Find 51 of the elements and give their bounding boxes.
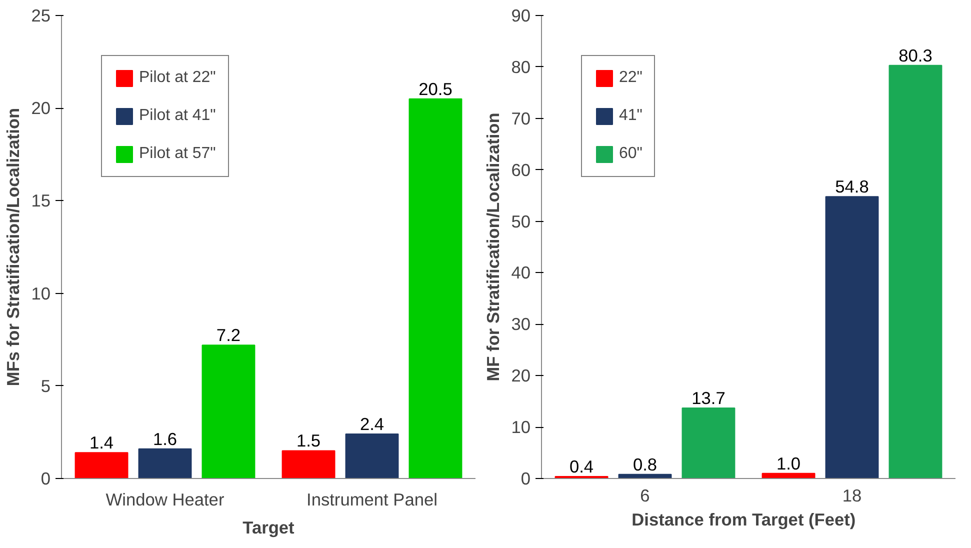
y-tick-label: 0 bbox=[40, 468, 51, 488]
data-label: 1.6 bbox=[152, 428, 178, 449]
x-tick-label: 6 bbox=[640, 486, 650, 506]
x-tick-label: Instrument Panel bbox=[306, 490, 438, 510]
legend-label: 41" bbox=[619, 107, 642, 125]
bar bbox=[74, 452, 128, 478]
legend-label: 60" bbox=[619, 145, 642, 163]
y-tick-label: 10 bbox=[31, 283, 51, 304]
legend-label: Pilot at 22" bbox=[139, 69, 216, 87]
data-label: 2.4 bbox=[360, 414, 384, 434]
y-axis-title: MFs for Stratification/Localization bbox=[3, 108, 24, 386]
y-tick-label: 90 bbox=[511, 6, 531, 26]
y-tick-label: 10 bbox=[511, 417, 531, 438]
x-tick-label: Window Heater bbox=[106, 490, 224, 510]
bar bbox=[888, 64, 942, 478]
bar bbox=[408, 98, 462, 478]
data-label: 20.5 bbox=[418, 78, 452, 99]
bar bbox=[282, 450, 336, 478]
data-label: 1.0 bbox=[776, 453, 801, 474]
y-tick-label: 25 bbox=[31, 6, 51, 26]
x-tick-label: 18 bbox=[842, 486, 862, 506]
data-label: 13.7 bbox=[692, 388, 726, 408]
legend-label: Pilot at 57" bbox=[139, 145, 216, 163]
bar bbox=[202, 344, 256, 478]
y-tick-label: 40 bbox=[511, 262, 531, 283]
x-axis-title: Distance from Target (Feet) bbox=[632, 510, 856, 530]
bar bbox=[345, 434, 399, 478]
bar bbox=[138, 448, 192, 478]
y-tick-label: 15 bbox=[31, 190, 51, 211]
data-label: 0.4 bbox=[569, 456, 594, 476]
bar bbox=[682, 408, 736, 478]
y-tick-label: 20 bbox=[31, 98, 51, 118]
y-tick-label: 60 bbox=[511, 160, 531, 180]
y-tick-label: 30 bbox=[511, 314, 531, 334]
y-tick-label: 0 bbox=[520, 468, 531, 488]
y-tick-label: 20 bbox=[511, 366, 531, 386]
data-label: 1.5 bbox=[296, 430, 321, 451]
data-label: 0.8 bbox=[632, 454, 658, 474]
legend-label: 22" bbox=[619, 69, 642, 87]
y-tick-label: 80 bbox=[511, 56, 531, 77]
data-label: 7.2 bbox=[216, 325, 241, 346]
data-label: 54.8 bbox=[835, 176, 869, 197]
y-axis-title: MF for Stratification/Localization bbox=[483, 112, 504, 382]
y-tick-label: 50 bbox=[511, 211, 531, 232]
bar bbox=[825, 196, 879, 478]
legend-label: Pilot at 41" bbox=[139, 107, 216, 125]
y-tick-label: 5 bbox=[40, 376, 51, 396]
y-tick-label: 70 bbox=[511, 108, 531, 128]
x-axis-title: Target bbox=[242, 518, 295, 538]
data-label: 80.3 bbox=[898, 45, 932, 66]
data-label: 1.4 bbox=[89, 432, 114, 453]
